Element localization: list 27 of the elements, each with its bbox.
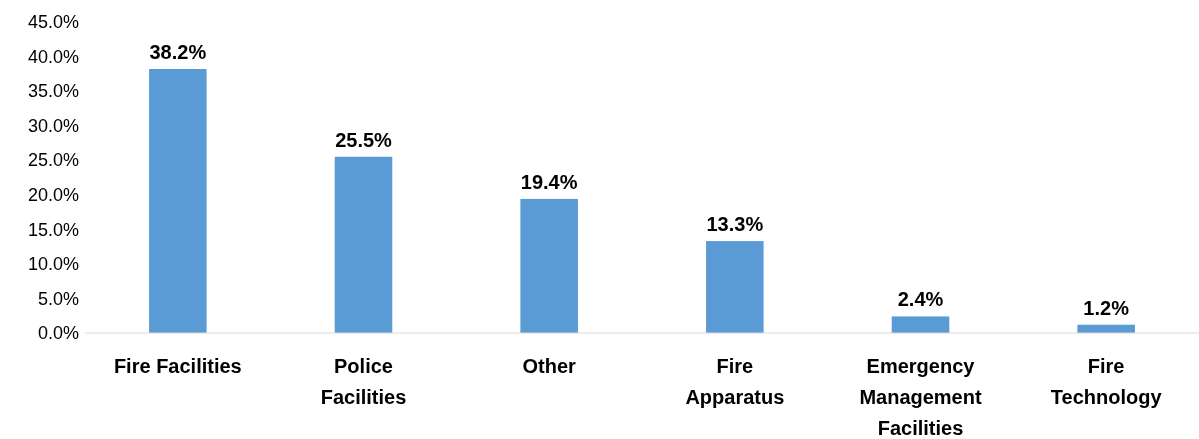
- x-tick-label: Emergency Management Facilities: [859, 355, 982, 439]
- bar: [520, 198, 578, 333]
- x-tick-label: Fire Facilities: [113, 355, 242, 377]
- bar: [891, 316, 950, 333]
- y-tick-label: 45.0%: [27, 12, 79, 33]
- y-tick-label: 35.0%: [27, 81, 79, 102]
- x-tick-label: Police Facilities: [320, 355, 407, 408]
- y-tick-label: 10.0%: [27, 254, 79, 275]
- y-tick-label: 0.0%: [37, 323, 79, 344]
- bar: [334, 156, 393, 333]
- data-label: 25.5%: [335, 128, 393, 151]
- data-label: 38.2%: [149, 41, 207, 63]
- x-tick-label: Fire Technology: [1050, 355, 1163, 408]
- data-label: 19.4%: [520, 170, 578, 193]
- y-tick-label: 5.0%: [37, 288, 79, 309]
- data-label: 1.2%: [1083, 296, 1130, 319]
- y-tick-label: 30.0%: [27, 115, 79, 136]
- bar: [706, 241, 764, 333]
- x-tick-label: Fire Apparatus: [685, 355, 785, 408]
- y-tick-label: 20.0%: [27, 185, 79, 206]
- bar: [149, 69, 207, 333]
- y-tick-label: 25.0%: [27, 150, 79, 171]
- y-tick-label: 40.0%: [27, 46, 79, 67]
- x-tick-label: Other: [522, 355, 577, 377]
- data-label: 2.4%: [897, 288, 944, 311]
- y-tick-label: 15.0%: [27, 219, 79, 240]
- data-label: 13.3%: [706, 213, 764, 236]
